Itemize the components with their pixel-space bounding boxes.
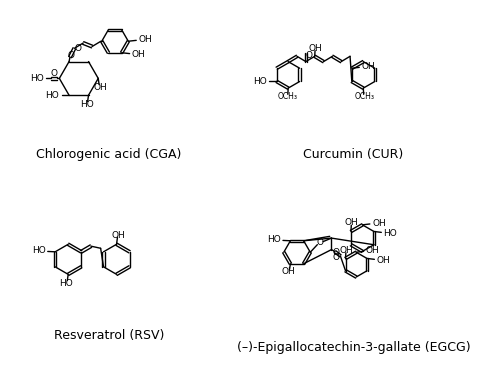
Text: Curcumin (CUR): Curcumin (CUR) [304, 148, 404, 161]
Text: OH: OH [308, 44, 322, 53]
Text: O: O [306, 51, 313, 60]
Text: HO: HO [30, 74, 44, 83]
Text: O: O [332, 248, 340, 257]
Text: HO: HO [32, 246, 46, 255]
Text: Resveratrol (RSV): Resveratrol (RSV) [54, 329, 164, 342]
Text: O: O [68, 51, 74, 60]
Text: OH: OH [282, 267, 296, 276]
Text: Chlorogenic acid (CGA): Chlorogenic acid (CGA) [36, 148, 182, 161]
Text: O: O [74, 44, 82, 53]
Text: OH: OH [93, 83, 107, 92]
Text: (–)-Epigallocatechin-3-gallate (EGCG): (–)-Epigallocatechin-3-gallate (EGCG) [237, 341, 470, 354]
Text: HO: HO [46, 91, 60, 100]
Text: OH: OH [345, 218, 358, 227]
Text: OH: OH [376, 256, 390, 265]
Text: O: O [316, 238, 324, 247]
Text: O: O [50, 68, 58, 78]
Text: HO: HO [384, 229, 398, 238]
Text: OH: OH [372, 219, 386, 228]
Text: OH: OH [362, 62, 376, 71]
Text: OH: OH [132, 50, 145, 59]
Text: OH: OH [138, 35, 152, 44]
Text: O: O [332, 253, 340, 262]
Text: OCH₃: OCH₃ [278, 93, 297, 101]
Text: OCH₃: OCH₃ [354, 93, 374, 101]
Text: HO: HO [80, 100, 94, 109]
Text: OH: OH [112, 231, 125, 240]
Text: OH: OH [340, 246, 353, 255]
Text: HO: HO [253, 77, 267, 86]
Text: HO: HO [60, 279, 74, 288]
Text: HO: HO [267, 235, 280, 244]
Text: OH: OH [366, 246, 380, 255]
